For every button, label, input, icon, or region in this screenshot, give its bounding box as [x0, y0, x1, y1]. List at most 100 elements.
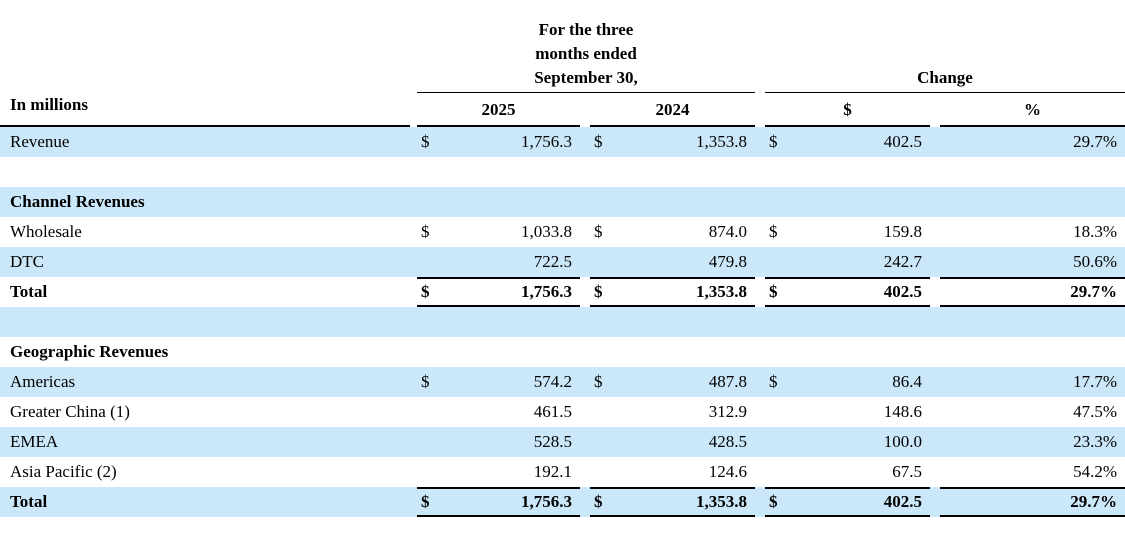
currency-symbol: $ — [769, 222, 778, 241]
currency-symbol: $ — [421, 282, 430, 301]
currency-symbol: $ — [594, 132, 603, 151]
cell-value: 1,756.3 — [521, 282, 572, 301]
column-header-change-percent: % — [940, 90, 1125, 127]
currency-symbol: $ — [594, 282, 603, 301]
table-row: Americas $ 574.2 $ 487.8 $ 86.4 17.7% — [0, 367, 1125, 397]
cell-change-dollar: 148.6 — [765, 397, 930, 427]
row-label: Total — [10, 492, 48, 511]
cell-value: 574.2 — [533, 372, 572, 391]
cell-2024: $ 1,353.8 — [590, 487, 755, 517]
cell-value: 50.6% — [1073, 252, 1117, 271]
cell-value: 428.5 — [708, 432, 747, 451]
table-row: EMEA 528.5 428.5 100.0 23.3% — [0, 427, 1125, 457]
cell-change-dollar: $ 86.4 — [765, 367, 930, 397]
period-header-text: For the three months ended September 30, — [534, 20, 638, 87]
cell-2024: 428.5 — [590, 427, 755, 457]
cell-value: 312.9 — [708, 402, 747, 421]
cell-value: 1,033.8 — [521, 222, 572, 241]
cell-2025: 528.5 — [417, 427, 580, 457]
cell-2025 — [417, 187, 580, 217]
currency-symbol: $ — [421, 372, 430, 391]
currency-symbol: $ — [594, 492, 603, 511]
currency-symbol: $ — [421, 132, 430, 151]
cell-2024: 479.8 — [590, 247, 755, 277]
cell-2024 — [590, 157, 755, 187]
cell-2025: 192.1 — [417, 457, 580, 487]
financial-table: For the three months ended September 30,… — [0, 18, 1125, 517]
cell-value: 1,756.3 — [521, 492, 572, 511]
cell-2024 — [590, 337, 755, 367]
currency-symbol: $ — [769, 372, 778, 391]
table-row: DTC 722.5 479.8 242.7 50.6% — [0, 247, 1125, 277]
cell-change-dollar: $ 159.8 — [765, 217, 930, 247]
currency-symbol: $ — [594, 222, 603, 241]
cell-change-percent: 29.7% — [940, 127, 1125, 157]
cell-change-dollar: $ 402.5 — [765, 127, 930, 157]
cell-change-dollar: 242.7 — [765, 247, 930, 277]
cell-2025 — [417, 307, 580, 337]
cell-2024: 124.6 — [590, 457, 755, 487]
cell-value: 722.5 — [533, 252, 572, 271]
cell-value: 874.0 — [708, 222, 747, 241]
table-header: For the three months ended September 30,… — [0, 18, 1125, 127]
cell-change-percent — [940, 307, 1125, 337]
group-header-row: For the three months ended September 30,… — [0, 18, 1125, 93]
cell-2024 — [590, 187, 755, 217]
cell-2025 — [417, 337, 580, 367]
cell-value: 67.5 — [892, 462, 922, 481]
unit-label: In millions — [0, 90, 410, 127]
row-label: DTC — [10, 252, 44, 271]
cell-value: 54.2% — [1073, 462, 1117, 481]
cell-value: 242.7 — [883, 252, 922, 271]
currency-symbol: $ — [769, 282, 778, 301]
row-label: Asia Pacific (2) — [10, 462, 117, 481]
cell-change-percent: 18.3% — [940, 217, 1125, 247]
row-label: Greater China (1) — [10, 402, 130, 421]
cell-2025: $ 1,756.3 — [417, 487, 580, 517]
cell-change-dollar: $ 402.5 — [765, 487, 930, 517]
row-label: Wholesale — [10, 222, 82, 241]
table-row: Total $ 1,756.3 $ 1,353.8 $ 402.5 29.7% — [0, 487, 1125, 517]
cell-2024: 312.9 — [590, 397, 755, 427]
cell-2024 — [590, 307, 755, 337]
cell-change-percent: 50.6% — [940, 247, 1125, 277]
cell-value: 487.8 — [708, 372, 747, 391]
currency-symbol: $ — [421, 222, 430, 241]
cell-2025: $ 574.2 — [417, 367, 580, 397]
cell-value: 461.5 — [533, 402, 572, 421]
cell-change-dollar: 100.0 — [765, 427, 930, 457]
table-row: Total $ 1,756.3 $ 1,353.8 $ 402.5 29.7% — [0, 277, 1125, 307]
cell-2024: $ 487.8 — [590, 367, 755, 397]
cell-2024: $ 1,353.8 — [590, 277, 755, 307]
cell-2025: 722.5 — [417, 247, 580, 277]
table-row — [0, 157, 1125, 187]
cell-value: 86.4 — [892, 372, 922, 391]
cell-value: 47.5% — [1073, 402, 1117, 421]
table-row: Greater China (1) 461.5 312.9 148.6 47.5… — [0, 397, 1125, 427]
row-label: EMEA — [10, 432, 59, 451]
row-label — [0, 307, 410, 337]
column-header-row: In millions 2025 2024 $ % — [0, 90, 1125, 127]
cell-value: 29.7% — [1070, 282, 1117, 301]
cell-change-percent: 29.7% — [940, 487, 1125, 517]
cell-value: 159.8 — [883, 222, 922, 241]
table-body: Revenue $ 1,756.3 $ 1,353.8 $ 402.5 29.7… — [0, 127, 1125, 517]
cell-change-dollar: 67.5 — [765, 457, 930, 487]
cell-value: 23.3% — [1073, 432, 1117, 451]
table-row — [0, 307, 1125, 337]
cell-value: 1,353.8 — [696, 492, 747, 511]
currency-symbol: $ — [421, 492, 430, 511]
currency-symbol: $ — [594, 372, 603, 391]
cell-value: 124.6 — [708, 462, 747, 481]
cell-change-percent: 17.7% — [940, 367, 1125, 397]
cell-2025: 461.5 — [417, 397, 580, 427]
cell-change-dollar — [765, 157, 930, 187]
cell-value: 18.3% — [1073, 222, 1117, 241]
cell-change-dollar — [765, 337, 930, 367]
row-label: Total — [10, 282, 48, 301]
cell-change-percent: 29.7% — [940, 277, 1125, 307]
cell-value: 1,353.8 — [696, 132, 747, 151]
cell-2025: $ 1,033.8 — [417, 217, 580, 247]
cell-change-dollar — [765, 187, 930, 217]
change-group-header: Change — [765, 18, 1125, 93]
